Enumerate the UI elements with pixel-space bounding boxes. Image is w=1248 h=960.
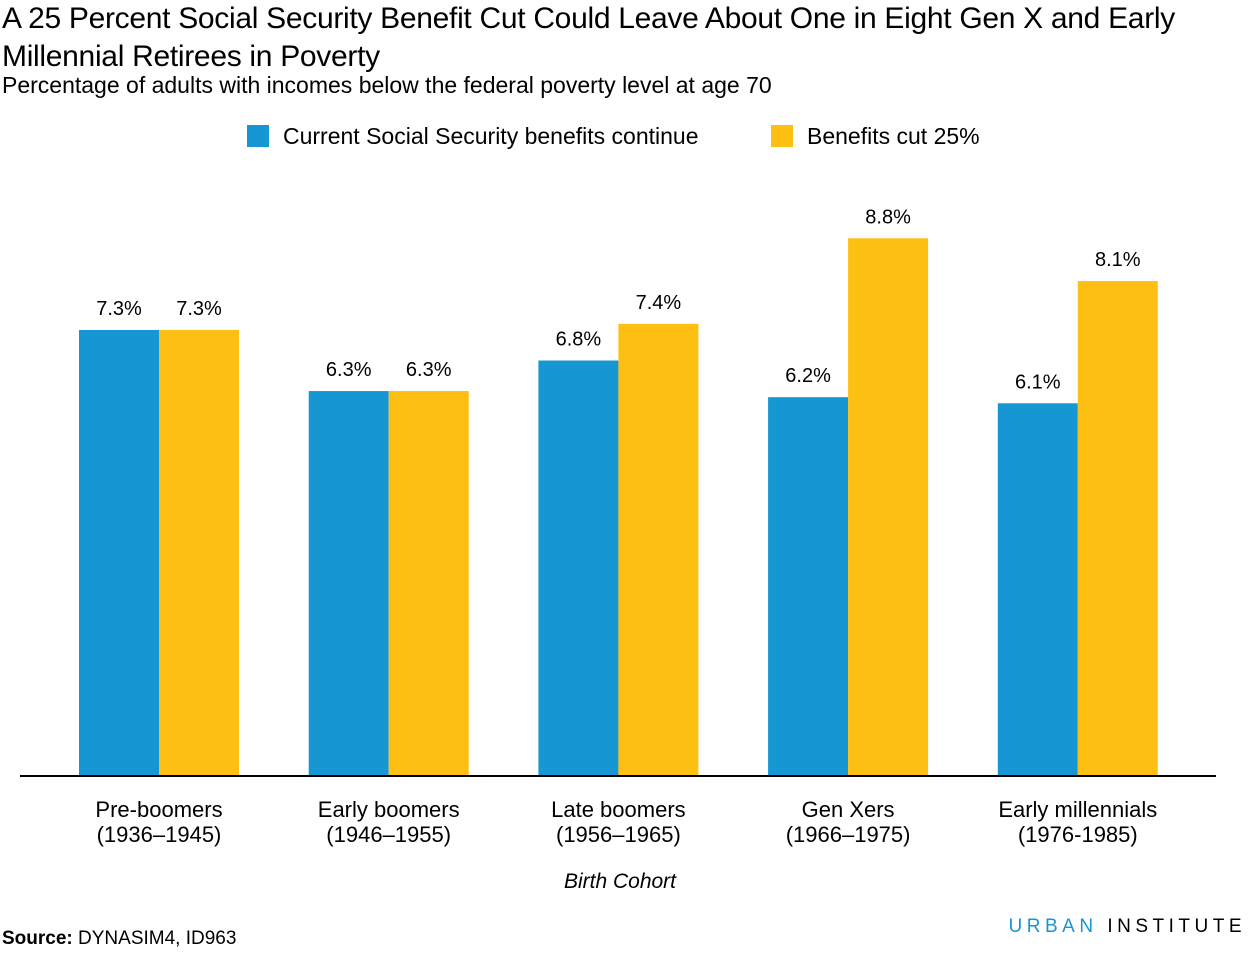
x-tick-label-2-0: Late boomers	[551, 797, 686, 822]
chart-title: A 25 Percent Social Security Benefit Cut…	[2, 2, 1175, 73]
bar-current-3	[768, 397, 849, 776]
bar-current-0	[79, 329, 159, 776]
x-tick-label-0-0: Pre-boomers	[95, 797, 222, 822]
x-tick-label-1-0: Early boomers	[318, 797, 460, 822]
bar-current-1	[308, 391, 389, 776]
data-label-cut-4: 8.1%	[1095, 249, 1141, 271]
urban-institute-logo: URBAN INSTITUTE	[1009, 916, 1246, 938]
chart-subtitle: Percentage of adults with incomes below …	[2, 72, 772, 98]
bar-current-4	[997, 403, 1078, 776]
bar-current-2	[538, 360, 619, 776]
data-label-cut-1: 6.3%	[406, 359, 452, 381]
x-tick-label-1-1: (1946–1955)	[326, 822, 451, 847]
bar-cut-4	[1077, 281, 1158, 776]
data-label-current-2: 6.8%	[556, 329, 602, 351]
bar-cut-0	[159, 329, 239, 776]
bar-cut-2	[618, 323, 699, 776]
legend-label-current-benefits: Current Social Security benefits continu…	[283, 122, 699, 149]
brand-urban: URBAN	[1008, 916, 1098, 937]
data-label-current-4: 6.1%	[1015, 371, 1061, 393]
source-text: DYNASIM4, ID963	[78, 928, 237, 949]
legend-item-current-benefits: Current Social Security benefits continu…	[247, 120, 699, 152]
source-label: Source:	[2, 928, 73, 949]
legend-item-benefits-cut: Benefits cut 25%	[771, 120, 980, 152]
x-tick-label-4-0: Early millennials	[998, 797, 1157, 822]
x-tick-label-3-0: Gen Xers	[802, 797, 895, 822]
x-tick-label-4-1: (1976-1985)	[1018, 822, 1138, 847]
x-axis-title: Birth Cohort	[563, 870, 677, 893]
x-tick-label-0-1: (1936–1945)	[97, 822, 222, 847]
data-label-cut-3: 8.8%	[865, 206, 911, 228]
data-label-current-3: 6.2%	[785, 365, 831, 387]
data-label-current-0: 7.3%	[96, 298, 142, 320]
legend: Current Social Security benefits continu…	[0, 120, 1248, 152]
data-label-current-1: 6.3%	[326, 359, 372, 381]
bar-cut-1	[388, 391, 469, 776]
bar-cut-3	[848, 238, 929, 776]
legend-label-benefits-cut: Benefits cut 25%	[807, 122, 980, 149]
legend-swatch-benefits-cut	[771, 125, 793, 147]
x-tick-label-2-1: (1956–1965)	[556, 822, 681, 847]
data-label-cut-0: 7.3%	[176, 298, 222, 320]
x-tick-label-3-1: (1966–1975)	[786, 822, 911, 847]
data-label-cut-2: 7.4%	[636, 292, 682, 314]
brand-institute: INSTITUTE	[1107, 916, 1246, 937]
legend-swatch-current-benefits	[247, 125, 269, 147]
source-note: Source: DYNASIM4, ID963	[2, 928, 236, 950]
